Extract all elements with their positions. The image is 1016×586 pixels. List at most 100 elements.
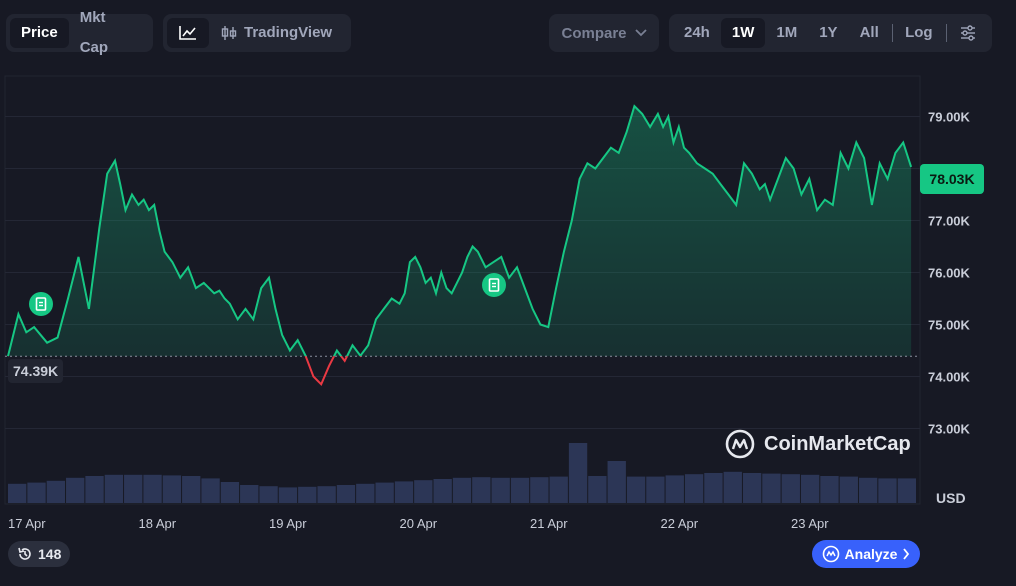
chevron-down-icon [634, 29, 647, 37]
volume-bar [182, 476, 201, 503]
y-tick-label: 76.00K [928, 266, 971, 281]
volume-bar [85, 476, 104, 503]
open-price-badge: 74.39K [8, 359, 64, 383]
range-all[interactable]: All [859, 24, 879, 41]
news-note-icon[interactable] [29, 292, 53, 316]
volume-bar [839, 476, 858, 503]
volume-bar [46, 480, 66, 503]
volume-bar [394, 481, 414, 503]
y-tick-label: 74.00K [928, 370, 971, 385]
sliders-icon [960, 25, 975, 41]
y-tick-label: 73.00K [928, 422, 971, 437]
volume-bar [414, 480, 433, 503]
volume-bar [820, 476, 839, 503]
x-tick-label: 17 Apr [8, 516, 46, 531]
volume-bars [8, 443, 916, 503]
volume-bar [762, 473, 781, 503]
volume-bar [510, 477, 530, 503]
range-toggle: 24h 1W 1M 1Y All Log [669, 14, 992, 52]
volume-bar [317, 486, 336, 503]
volume-bar [259, 486, 278, 503]
volume-bar [549, 476, 568, 503]
history-icon [18, 547, 31, 560]
volume-bar [278, 487, 298, 503]
volume-bar [375, 482, 394, 503]
analyze-button[interactable]: Analyze [812, 540, 920, 568]
tradingview-label: TradingView [244, 24, 333, 41]
coinmarketcap-watermark: CoinMarketCap [724, 428, 911, 460]
volume-bar [491, 477, 510, 503]
volume-bar [568, 443, 588, 503]
range-1w[interactable]: 1W [720, 18, 766, 48]
volume-bar [704, 473, 723, 503]
analyze-label: Analyze [844, 546, 898, 562]
volume-bar [452, 477, 472, 503]
volume-bar [646, 476, 665, 503]
volume-bar [356, 483, 375, 503]
tradingview-button[interactable]: TradingView [209, 18, 343, 48]
y-axis: 73.00K74.00K75.00K76.00K77.00K78.00K79.0… [928, 110, 971, 437]
plot-frame [4, 75, 921, 505]
x-axis: 17 Apr 18 Apr 19 Apr 20 Apr 21 Apr 22 Apr 23 A… [8, 516, 829, 531]
y-tick-label: 75.00K [928, 318, 971, 333]
volume-bar [66, 477, 85, 503]
ai-spark-icon [822, 545, 839, 563]
history-badge[interactable]: 148 [8, 541, 71, 567]
volume-bar [607, 461, 626, 503]
line-chart-button[interactable] [167, 18, 209, 48]
volume-bar [298, 486, 317, 503]
volume-bar [742, 473, 762, 503]
volume-bar [897, 478, 916, 503]
volume-bar [684, 474, 704, 503]
volume-bar [162, 475, 182, 503]
chevron-right-icon [903, 548, 910, 560]
range-24h[interactable]: 24h [684, 24, 710, 41]
volume-bar [104, 474, 124, 503]
current-price-badge: 78.03K [920, 164, 984, 194]
x-tick-label: 19 Apr [269, 516, 307, 531]
candlestick-icon [221, 26, 237, 40]
volume-bar [240, 485, 259, 503]
volume-bar [781, 474, 800, 503]
range-1m[interactable]: 1M [776, 24, 798, 41]
price-tab[interactable]: Price [10, 18, 69, 48]
volume-bar [723, 471, 742, 503]
news-note-icon[interactable] [482, 273, 506, 297]
volume-bar [143, 474, 162, 503]
coinmarketcap-logo-icon [725, 429, 755, 459]
volume-bar [220, 482, 240, 503]
chart-type-toggle: TradingView [163, 14, 351, 52]
x-tick-label: 23 Apr [791, 516, 829, 531]
compare-dropdown[interactable]: Compare [549, 14, 659, 52]
volume-bar [433, 479, 452, 503]
range-1y[interactable]: 1Y [819, 24, 838, 41]
price-area [8, 106, 912, 357]
volume-bar [472, 477, 491, 503]
volume-bar [8, 483, 27, 503]
log-scale-button[interactable]: Log [905, 24, 933, 41]
y-axis-unit: USD [936, 490, 966, 506]
compare-label: Compare [561, 24, 627, 42]
mktcap-tab[interactable]: Mkt Cap [79, 9, 109, 56]
volume-bar [588, 476, 607, 503]
watermark-text: CoinMarketCap [764, 432, 911, 455]
metric-toggle: Price Mkt Cap [6, 9, 153, 56]
volume-bar [530, 477, 549, 503]
volume-bar [201, 478, 220, 503]
volume-bar [665, 475, 684, 503]
settings-button[interactable] [948, 18, 988, 48]
volume-bar [626, 476, 646, 503]
volume-bar [800, 474, 820, 503]
price-line-up [7, 104, 913, 357]
chart-toolbar: Price Mkt Cap TradingView Compare 24h 1W [0, 9, 1016, 56]
history-count: 148 [38, 546, 62, 562]
volume-bar [878, 478, 897, 503]
volume-bar [124, 474, 143, 503]
x-tick-label: 18 Apr [139, 516, 177, 531]
line-chart-icon [179, 26, 196, 40]
x-tick-label: 20 Apr [400, 516, 438, 531]
volume-bar [858, 477, 878, 503]
y-tick-label: 77.00K [928, 214, 971, 229]
y-tick-label: 79.00K [928, 110, 971, 125]
